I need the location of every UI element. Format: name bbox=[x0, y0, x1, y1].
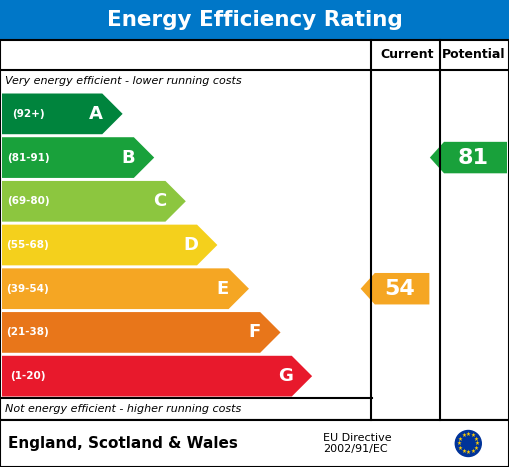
Text: 54: 54 bbox=[384, 279, 415, 299]
Bar bbox=[0, 40, 509, 420]
Text: ★: ★ bbox=[470, 433, 475, 438]
Text: ★: ★ bbox=[458, 446, 463, 451]
Text: B: B bbox=[121, 149, 135, 167]
Text: (69-80): (69-80) bbox=[7, 196, 49, 206]
Text: D: D bbox=[184, 236, 199, 254]
Text: Potential: Potential bbox=[442, 49, 505, 62]
Bar bbox=[0, 420, 509, 467]
Text: EU Directive
2002/91/EC: EU Directive 2002/91/EC bbox=[323, 433, 392, 454]
Text: (81-91): (81-91) bbox=[7, 153, 49, 163]
Text: (55-68): (55-68) bbox=[7, 240, 49, 250]
Polygon shape bbox=[2, 269, 249, 309]
Text: ★: ★ bbox=[474, 437, 478, 441]
Polygon shape bbox=[2, 225, 217, 265]
Polygon shape bbox=[2, 181, 186, 222]
Polygon shape bbox=[2, 93, 123, 134]
Polygon shape bbox=[361, 273, 430, 304]
Text: F: F bbox=[248, 324, 260, 341]
Circle shape bbox=[455, 431, 482, 457]
Text: ★: ★ bbox=[461, 433, 466, 438]
Text: ★: ★ bbox=[457, 441, 462, 446]
Polygon shape bbox=[2, 137, 154, 178]
Text: A: A bbox=[89, 105, 103, 123]
Polygon shape bbox=[430, 142, 507, 173]
Text: ★: ★ bbox=[470, 449, 475, 454]
Text: ★: ★ bbox=[461, 449, 466, 454]
Text: ★: ★ bbox=[466, 450, 471, 455]
Text: E: E bbox=[216, 280, 229, 298]
Text: Energy Efficiency Rating: Energy Efficiency Rating bbox=[106, 10, 403, 30]
Text: ★: ★ bbox=[458, 437, 463, 441]
Text: (1-20): (1-20) bbox=[10, 371, 46, 381]
Text: ★: ★ bbox=[466, 432, 471, 437]
Text: Very energy efficient - lower running costs: Very energy efficient - lower running co… bbox=[5, 76, 242, 86]
Text: England, Scotland & Wales: England, Scotland & Wales bbox=[8, 436, 238, 451]
Text: (39-54): (39-54) bbox=[7, 284, 49, 294]
Polygon shape bbox=[2, 312, 280, 353]
Text: (92+): (92+) bbox=[12, 109, 44, 119]
Text: (21-38): (21-38) bbox=[7, 327, 49, 338]
Text: ★: ★ bbox=[475, 441, 479, 446]
Polygon shape bbox=[2, 356, 312, 396]
Text: Current: Current bbox=[380, 49, 434, 62]
Text: C: C bbox=[153, 192, 166, 210]
Text: G: G bbox=[278, 367, 293, 385]
Text: Not energy efficient - higher running costs: Not energy efficient - higher running co… bbox=[5, 404, 241, 414]
Bar bbox=[0, 0, 509, 40]
Text: 81: 81 bbox=[457, 148, 488, 168]
Text: ★: ★ bbox=[474, 446, 478, 451]
